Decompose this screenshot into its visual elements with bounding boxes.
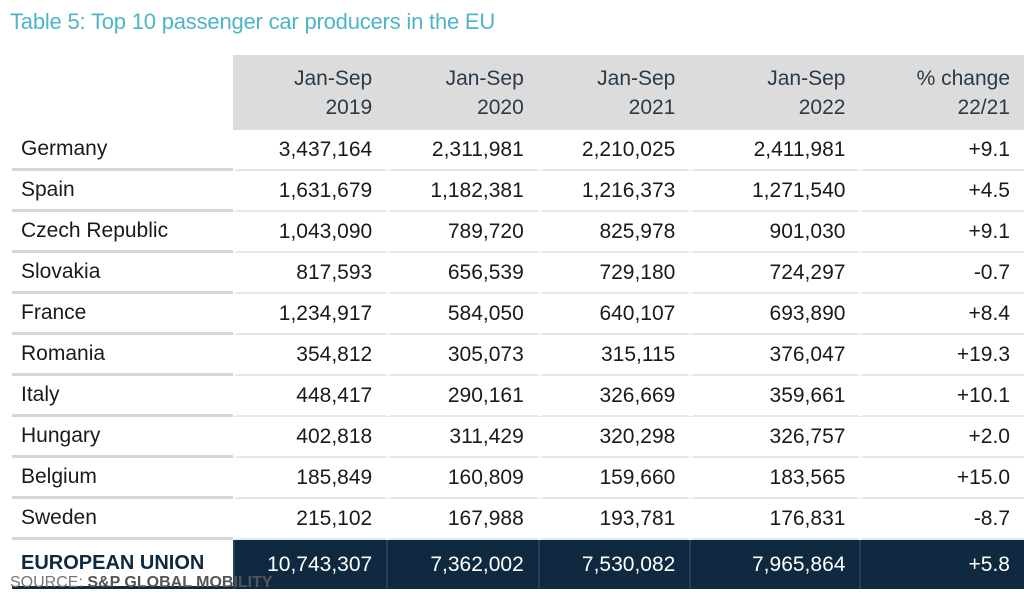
- value-cell: 315,115: [537, 335, 690, 376]
- value-cell: 376,047: [689, 335, 860, 376]
- change-cell: +19.3: [859, 335, 1024, 376]
- value-cell: 3,437,164: [233, 130, 387, 171]
- country-label: Sweden: [12, 499, 234, 540]
- value-cell: 1,216,373: [537, 171, 690, 212]
- change-cell: +9.1: [859, 130, 1024, 171]
- source-value: S&P GLOBAL MOBILITY: [87, 574, 273, 591]
- value-cell: 290,161: [386, 376, 538, 417]
- header-2022: Jan-Sep 2022: [689, 55, 860, 130]
- table-row: Romania 354,812 305,073 315,115 376,047 +19.3: [12, 335, 1024, 376]
- header-line1: Jan-Sep: [597, 66, 676, 90]
- table-row: Sweden 215,102 167,988 193,781 176,831 -8.7: [12, 499, 1024, 540]
- total-label: EUROPEAN UNION: [12, 540, 234, 589]
- value-cell: 1,234,917: [233, 294, 387, 335]
- total-value: 7,965,864: [689, 540, 860, 589]
- header-line1: % change: [916, 66, 1010, 90]
- header-line2: 2020: [477, 95, 524, 119]
- value-cell: 1,043,090: [233, 212, 387, 253]
- table-row: France 1,234,917 584,050 640,107 693,890 +8.4: [12, 294, 1024, 335]
- change-cell: +9.1: [859, 212, 1024, 253]
- change-cell: +8.4: [859, 294, 1024, 335]
- header-2019: Jan-Sep 2019: [233, 55, 387, 130]
- value-cell: 2,311,981: [386, 130, 538, 171]
- total-change: +5.8: [859, 540, 1024, 589]
- header-line1: Jan-Sep: [293, 66, 373, 90]
- header-2020: Jan-Sep 2020: [386, 55, 538, 130]
- value-cell: 693,890: [689, 294, 860, 335]
- source-label: SOURCE:: [10, 574, 83, 591]
- value-cell: 729,180: [537, 253, 690, 294]
- value-cell: 817,593: [233, 253, 387, 294]
- value-cell: 305,073: [386, 335, 538, 376]
- table-row: Slovakia 817,593 656,539 729,180 724,297 -0.7: [12, 253, 1024, 294]
- value-cell: 183,565: [689, 458, 860, 499]
- total-value: 10,743,307: [233, 540, 387, 589]
- change-cell: +10.1: [859, 376, 1024, 417]
- change-cell: +15.0: [859, 458, 1024, 499]
- value-cell: 167,988: [386, 499, 538, 540]
- table-row: Italy 448,417 290,161 326,669 359,661 +10.1: [12, 376, 1024, 417]
- value-cell: 159,660: [537, 458, 690, 499]
- table-row: Czech Republic 1,043,090 789,720 825,978 901…: [12, 212, 1024, 253]
- table-title: Table 5: Top 10 passenger car producers …: [10, 9, 496, 34]
- country-label: Germany: [12, 130, 234, 171]
- header-line2: 2021: [628, 95, 676, 119]
- country-label: Italy: [12, 376, 234, 417]
- header-line1: Jan-Sep: [767, 66, 846, 90]
- country-label: Czech Republic: [12, 212, 234, 253]
- value-cell: 176,831: [689, 499, 860, 540]
- value-cell: 584,050: [386, 294, 538, 335]
- country-label: Belgium: [12, 458, 234, 499]
- value-cell: 160,809: [386, 458, 538, 499]
- total-value: 7,362,002: [386, 540, 538, 589]
- producers-table: Jan-Sep 2019 Jan-Sep 2020 Jan-Sep 2021 Jan-…: [12, 55, 1024, 589]
- value-cell: 326,757: [689, 417, 860, 458]
- country-label: Romania: [12, 335, 234, 376]
- value-cell: 789,720: [386, 212, 538, 253]
- total-row: EUROPEAN UNION 10,743,307 7,362,002 7,53…: [12, 540, 1024, 589]
- value-cell: 215,102: [233, 499, 387, 540]
- value-cell: 402,818: [233, 417, 387, 458]
- change-cell: -8.7: [859, 499, 1024, 540]
- value-cell: 724,297: [689, 253, 860, 294]
- table-row: Hungary 402,818 311,429 320,298 326,757 +2.0: [12, 417, 1024, 458]
- value-cell: 1,631,679: [233, 171, 387, 212]
- header-line2: 22/21: [957, 95, 1010, 119]
- value-cell: 359,661: [689, 376, 860, 417]
- header-blank: [12, 55, 234, 130]
- value-cell: 825,978: [537, 212, 690, 253]
- value-cell: 448,417: [233, 376, 387, 417]
- value-cell: 1,182,381: [386, 171, 538, 212]
- header-2021: Jan-Sep 2021: [537, 55, 690, 130]
- country-label: Spain: [12, 171, 234, 212]
- value-cell: 1,271,540: [689, 171, 860, 212]
- value-cell: 311,429: [386, 417, 538, 458]
- value-cell: 320,298: [537, 417, 690, 458]
- country-label: Slovakia: [12, 253, 234, 294]
- country-label: Hungary: [12, 417, 234, 458]
- header-change: % change 22/21: [859, 55, 1024, 130]
- value-cell: 326,669: [537, 376, 690, 417]
- header-row: Jan-Sep 2019 Jan-Sep 2020 Jan-Sep 2021 Jan-…: [12, 55, 1024, 130]
- change-cell: +4.5: [859, 171, 1024, 212]
- value-cell: 185,849: [233, 458, 387, 499]
- value-cell: 193,781: [537, 499, 690, 540]
- source-note: SOURCE: S&P GLOBAL MOBILITY: [10, 574, 273, 592]
- header-line2: 2019: [325, 95, 373, 119]
- change-cell: +2.0: [859, 417, 1024, 458]
- total-value: 7,530,082: [537, 540, 690, 589]
- value-cell: 640,107: [537, 294, 690, 335]
- header-line1: Jan-Sep: [445, 66, 524, 90]
- table-row: Germany 3,437,164 2,311,981 2,210,025 2,411,…: [12, 130, 1024, 171]
- header-line2: 2022: [798, 95, 846, 119]
- value-cell: 656,539: [386, 253, 538, 294]
- value-cell: 901,030: [689, 212, 860, 253]
- table-row: Spain 1,631,679 1,182,381 1,216,373 1,271,54…: [12, 171, 1024, 212]
- value-cell: 354,812: [233, 335, 387, 376]
- value-cell: 2,411,981: [689, 130, 860, 171]
- table-row: Belgium 185,849 160,809 159,660 183,565 +15.0: [12, 458, 1024, 499]
- value-cell: 2,210,025: [537, 130, 690, 171]
- country-label: France: [12, 294, 234, 335]
- change-cell: -0.7: [859, 253, 1024, 294]
